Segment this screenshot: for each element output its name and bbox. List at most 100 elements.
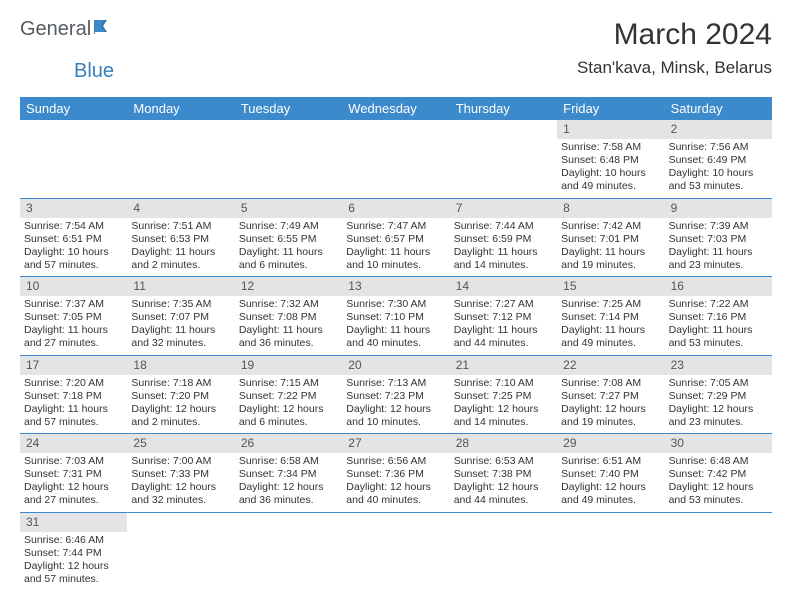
sunrise-text: Sunrise: 7:15 AM <box>239 377 338 390</box>
sunrise-text: Sunrise: 7:35 AM <box>131 298 230 311</box>
sunset-text: Sunset: 7:40 PM <box>561 468 660 481</box>
daylight-text: Daylight: 11 hours and 27 minutes. <box>24 324 123 350</box>
sunrise-text: Sunrise: 7:05 AM <box>669 377 768 390</box>
day-number: 28 <box>450 434 557 453</box>
sunrise-text: Sunrise: 7:10 AM <box>454 377 553 390</box>
sunrise-text: Sunrise: 7:42 AM <box>561 220 660 233</box>
day-cell: 9 Sunrise: 7:39 AMSunset: 7:03 PMDaylight… <box>665 199 772 277</box>
day-number: 26 <box>235 434 342 453</box>
day-cell: 23Sunrise: 7:05 AMSunset: 7:29 PMDayligh… <box>665 356 772 434</box>
sunset-text: Sunset: 6:48 PM <box>561 154 660 167</box>
empty-day-cell <box>342 513 449 591</box>
week-row: 3Sunrise: 7:54 AMSunset: 6:51 PMDaylight… <box>20 199 772 278</box>
daylight-text: Daylight: 12 hours and 19 minutes. <box>561 403 660 429</box>
day-cell: 5Sunrise: 7:49 AMSunset: 6:55 PMDaylight… <box>235 199 342 277</box>
day-number: 9 <box>665 199 772 218</box>
daylight-text: Daylight: 12 hours and 36 minutes. <box>239 481 338 507</box>
brand-flag-icon <box>93 18 119 41</box>
daylight-text: Daylight: 11 hours and 53 minutes. <box>669 324 768 350</box>
sunset-text: Sunset: 7:18 PM <box>24 390 123 403</box>
sunrise-text: Sunrise: 7:27 AM <box>454 298 553 311</box>
daylight-text: Daylight: 12 hours and 6 minutes. <box>239 403 338 429</box>
day-number: 2 <box>665 120 772 139</box>
day-cell: 25Sunrise: 7:00 AMSunset: 7:33 PMDayligh… <box>127 434 234 512</box>
sunrise-text: Sunrise: 7:54 AM <box>24 220 123 233</box>
sunset-text: Sunset: 7:01 PM <box>561 233 660 246</box>
calendar-grid: SundayMondayTuesdayWednesdayThursdayFrid… <box>20 97 772 590</box>
sunset-text: Sunset: 7:10 PM <box>346 311 445 324</box>
day-cell: 11Sunrise: 7:35 AMSunset: 7:07 PMDayligh… <box>127 277 234 355</box>
day-number: 30 <box>665 434 772 453</box>
daylight-text: Daylight: 12 hours and 27 minutes. <box>24 481 123 507</box>
day-number: 14 <box>450 277 557 296</box>
sunset-text: Sunset: 6:51 PM <box>24 233 123 246</box>
day-number: 25 <box>127 434 234 453</box>
sunset-text: Sunset: 7:12 PM <box>454 311 553 324</box>
daylight-text: Daylight: 10 hours and 53 minutes. <box>669 167 768 193</box>
day-number: 20 <box>342 356 449 375</box>
sunset-text: Sunset: 7:20 PM <box>131 390 230 403</box>
sunrise-text: Sunrise: 7:39 AM <box>669 220 768 233</box>
sunrise-text: Sunrise: 7:22 AM <box>669 298 768 311</box>
location-label: Stan'kava, Minsk, Belarus <box>577 58 772 78</box>
week-row: 10Sunrise: 7:37 AMSunset: 7:05 PMDayligh… <box>20 277 772 356</box>
sunset-text: Sunset: 7:05 PM <box>24 311 123 324</box>
daylight-text: Daylight: 12 hours and 53 minutes. <box>669 481 768 507</box>
day-cell: 2Sunrise: 7:56 AMSunset: 6:49 PMDaylight… <box>665 120 772 198</box>
month-title: March 2024 <box>577 18 772 52</box>
sunrise-text: Sunrise: 7:37 AM <box>24 298 123 311</box>
sunrise-text: Sunrise: 6:46 AM <box>24 534 123 547</box>
dow-cell: Monday <box>127 97 234 120</box>
empty-day-cell <box>235 120 342 198</box>
sunset-text: Sunset: 7:16 PM <box>669 311 768 324</box>
sunrise-text: Sunrise: 6:53 AM <box>454 455 553 468</box>
dow-cell: Saturday <box>665 97 772 120</box>
sunset-text: Sunset: 7:14 PM <box>561 311 660 324</box>
sunrise-text: Sunrise: 6:48 AM <box>669 455 768 468</box>
day-cell: 30Sunrise: 6:48 AMSunset: 7:42 PMDayligh… <box>665 434 772 512</box>
day-cell: 27Sunrise: 6:56 AMSunset: 7:36 PMDayligh… <box>342 434 449 512</box>
day-cell: 4Sunrise: 7:51 AMSunset: 6:53 PMDaylight… <box>127 199 234 277</box>
sunset-text: Sunset: 7:08 PM <box>239 311 338 324</box>
sunset-text: Sunset: 7:27 PM <box>561 390 660 403</box>
daylight-text: Daylight: 11 hours and 10 minutes. <box>346 246 445 272</box>
daylight-text: Daylight: 11 hours and 32 minutes. <box>131 324 230 350</box>
day-number: 10 <box>20 277 127 296</box>
sunset-text: Sunset: 7:38 PM <box>454 468 553 481</box>
empty-day-cell <box>450 120 557 198</box>
daylight-text: Daylight: 11 hours and 40 minutes. <box>346 324 445 350</box>
sunset-text: Sunset: 7:22 PM <box>239 390 338 403</box>
day-number: 12 <box>235 277 342 296</box>
sunrise-text: Sunrise: 7:18 AM <box>131 377 230 390</box>
sunrise-text: Sunrise: 7:20 AM <box>24 377 123 390</box>
sunset-text: Sunset: 6:53 PM <box>131 233 230 246</box>
day-cell: 18Sunrise: 7:18 AMSunset: 7:20 PMDayligh… <box>127 356 234 434</box>
sunset-text: Sunset: 7:03 PM <box>669 233 768 246</box>
daylight-text: Daylight: 11 hours and 57 minutes. <box>24 403 123 429</box>
day-cell: 16 Sunrise: 7:22 AMSunset: 7:16 PMDayligh… <box>665 277 772 355</box>
day-number: 29 <box>557 434 664 453</box>
day-cell: 31Sunrise: 6:46 AMSunset: 7:44 PMDayligh… <box>20 513 127 591</box>
sunrise-text: Sunrise: 7:13 AM <box>346 377 445 390</box>
sunrise-text: Sunrise: 6:51 AM <box>561 455 660 468</box>
day-number: 16 <box>665 277 772 296</box>
day-number: 4 <box>127 199 234 218</box>
brand-logo: General <box>20 18 121 41</box>
daylight-text: Daylight: 12 hours and 2 minutes. <box>131 403 230 429</box>
dow-cell: Thursday <box>450 97 557 120</box>
daylight-text: Daylight: 12 hours and 32 minutes. <box>131 481 230 507</box>
empty-day-cell <box>665 513 772 591</box>
daylight-text: Daylight: 11 hours and 23 minutes. <box>669 246 768 272</box>
day-cell: 7Sunrise: 7:44 AMSunset: 6:59 PMDaylight… <box>450 199 557 277</box>
day-of-week-header: SundayMondayTuesdayWednesdayThursdayFrid… <box>20 97 772 120</box>
day-number: 15 <box>557 277 664 296</box>
dow-cell: Tuesday <box>235 97 342 120</box>
week-row: 24Sunrise: 7:03 AMSunset: 7:31 PMDayligh… <box>20 434 772 513</box>
sunrise-text: Sunrise: 7:44 AM <box>454 220 553 233</box>
dow-cell: Wednesday <box>342 97 449 120</box>
day-cell: 24Sunrise: 7:03 AMSunset: 7:31 PMDayligh… <box>20 434 127 512</box>
empty-day-cell <box>342 120 449 198</box>
day-cell: 29Sunrise: 6:51 AMSunset: 7:40 PMDayligh… <box>557 434 664 512</box>
sunrise-text: Sunrise: 6:58 AM <box>239 455 338 468</box>
dow-cell: Friday <box>557 97 664 120</box>
